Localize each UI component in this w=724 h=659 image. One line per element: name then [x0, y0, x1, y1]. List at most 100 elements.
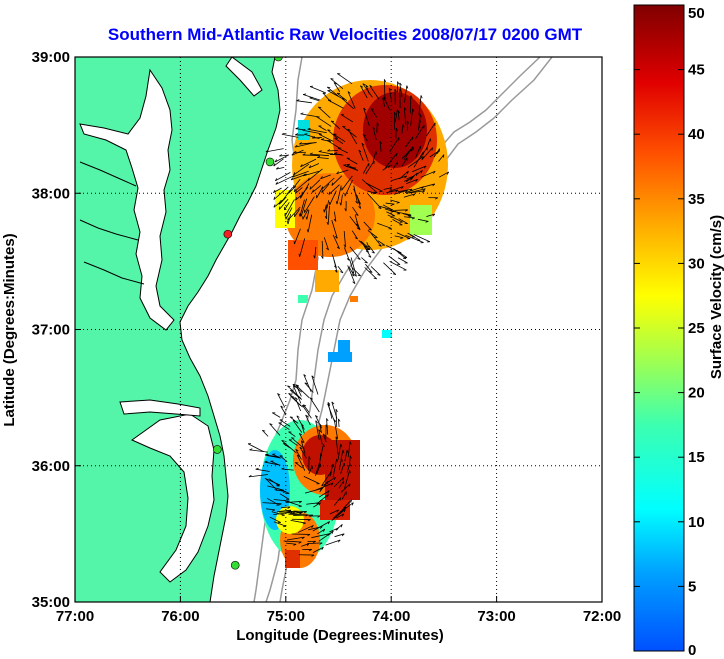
velocity-arrow-head: [275, 181, 278, 185]
velocity-arrow: [370, 266, 381, 276]
velocity-arrow-head: [410, 177, 413, 181]
velocity-arrow-head: [273, 196, 276, 200]
velocity-arrow: [299, 447, 307, 459]
velocity-arrow-head: [269, 423, 273, 426]
velocity-arrow-head: [382, 97, 386, 101]
velocity-arrow-head: [273, 163, 276, 167]
velocity-arrow-head: [339, 497, 341, 501]
velocity-arrow-head: [320, 176, 323, 179]
velocity-arrow-head: [323, 443, 325, 448]
velocity-arrow: [279, 455, 288, 463]
velocity-arrow-head: [303, 404, 307, 407]
colorbar-label: Surface Velocity (cm/s): [708, 215, 724, 379]
velocity-arrow-head: [286, 220, 289, 225]
velocity-arrow: [363, 221, 372, 231]
river-potomac: [79, 161, 137, 187]
velocity-arrow-head: [434, 197, 438, 200]
velocity-arrow-head: [304, 382, 308, 385]
velocity-arrow-head: [372, 127, 376, 130]
velocity-arrow-head: [294, 144, 298, 148]
velocity-arrow: [361, 179, 378, 194]
colorbar: 0 5 10 15 20 25 30 35 40 45 50 Surface Velocity (c…: [633, 4, 724, 659]
colorbar-tick-label: 40: [688, 126, 705, 143]
velocity-arrow: [275, 175, 294, 185]
velocity-arrow: [379, 205, 393, 211]
velocity-arrow-head: [341, 513, 345, 517]
velocity-arrow: [353, 185, 358, 204]
velocity-arrow: [321, 471, 332, 487]
velocity-arrow-head: [293, 385, 296, 388]
velocity-arrow: [383, 79, 386, 99]
velocity-arrow-head: [419, 114, 422, 118]
velocity-arrow: [317, 528, 326, 535]
velocity-arrow-head: [349, 441, 352, 445]
velocity-arrow: [249, 449, 268, 453]
velocity-arrow-head: [355, 213, 359, 216]
velocity-arrow: [349, 259, 355, 274]
velocity-arrow-head: [333, 218, 337, 222]
velocity-arrow: [351, 267, 361, 277]
velocity-arrow-head: [422, 188, 426, 192]
velocity-arrow: [327, 150, 338, 152]
velocity-arrow-head: [317, 515, 321, 518]
velocity-arrow: [280, 506, 291, 509]
velocity-arrow: [308, 465, 313, 474]
velocity-arrow-head: [344, 506, 347, 510]
velocity-arrow-head: [412, 146, 414, 150]
velocity-arrow: [278, 422, 290, 430]
velocity-arrow-head: [335, 436, 339, 440]
velocity-arrow-head: [302, 404, 306, 407]
velocity-arrow-head: [307, 534, 311, 537]
velocity-arrow: [338, 458, 342, 471]
velocity-arrow-head: [415, 179, 418, 182]
velocity-arrow-head: [293, 172, 296, 176]
velocity-arrow: [309, 86, 326, 94]
velocity-arrow: [351, 230, 358, 240]
velocity-arrow-head: [391, 203, 395, 206]
velocity-arrow-head: [290, 389, 294, 392]
velocity-arrow-head: [378, 244, 382, 247]
velocity-arrow-head: [383, 79, 387, 83]
velocity-arrow: [273, 499, 290, 502]
velocity-arrow-head: [272, 509, 276, 512]
velocity-arrow: [333, 419, 338, 439]
velocity-arrow: [312, 521, 330, 532]
velocity-arrow: [399, 82, 403, 97]
velocity-arrow-head: [308, 549, 312, 552]
velocity-arrow: [394, 209, 408, 211]
velocity-arrow: [303, 475, 320, 485]
velocity-arrow-head: [363, 107, 367, 111]
velocity-arrow-head: [327, 490, 330, 494]
velocity-arrow-head: [377, 274, 381, 276]
velocity-arrow: [367, 190, 376, 194]
velocity-arrow-head: [264, 460, 268, 463]
velocity-arrow: [316, 116, 332, 127]
tick-label-lat: 39:00: [32, 49, 70, 66]
velocity-arrow: [361, 143, 369, 162]
velocity-arrow-head: [374, 191, 378, 194]
velocity-arrow-head: [319, 542, 323, 545]
longitude-ticks: 77:00 76:00 75:00 74:00 73:00 72:00: [56, 596, 621, 625]
velocity-arrow-head: [411, 217, 415, 220]
velocity-arrow-head: [348, 483, 351, 487]
velocity-arrow-head: [354, 237, 358, 240]
velocity-arrow-head: [334, 269, 338, 273]
velocity-arrow: [367, 193, 382, 209]
velocity-arrow: [323, 204, 328, 213]
velocity-arrow-head: [305, 414, 309, 418]
velocity-arrow-head: [402, 124, 405, 128]
velocity-arrow: [271, 511, 285, 516]
velocity-arrow-head: [366, 248, 370, 251]
velocity-arrow: [349, 246, 361, 260]
velocity-arrow-head: [346, 450, 349, 454]
velocity-arrow-head: [340, 524, 343, 528]
velocity-arrow: [412, 165, 427, 173]
velocity-arrow-head: [350, 499, 352, 503]
velocity-arrow-head: [389, 187, 393, 190]
velocity-arrow: [336, 169, 349, 175]
velocity-patch-small-1: [328, 352, 352, 362]
tick-label-lat: 35:00: [32, 594, 70, 611]
velocity-arrow: [284, 199, 295, 217]
velocity-arrow: [331, 220, 338, 239]
river-york: [83, 261, 145, 285]
